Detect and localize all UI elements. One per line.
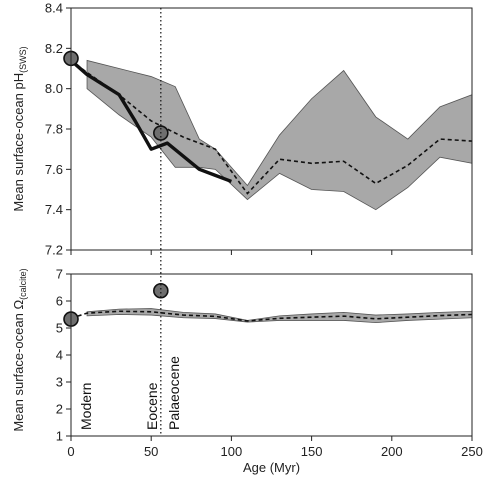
x-tick-label: 150: [301, 444, 323, 459]
y-tick-label: 6: [56, 294, 63, 309]
y-tick-label: 2: [56, 402, 63, 417]
eocene-label: Eocene: [144, 382, 160, 430]
x-axis-label: Age (Myr): [243, 460, 300, 475]
omega-panel: 1 2 3 4 5 6 7 0 50 100 150 200 250 Mean surface-oce…: [11, 267, 483, 476]
ph-dashed-series: [70, 59, 473, 195]
omega-axis-label: Mean surface-ocean Ω(calcite): [11, 268, 28, 431]
ph-axis-label: Mean surface-ocean pH(SWS): [11, 46, 28, 211]
y-tick-label: 5: [56, 321, 63, 336]
y-tick-label: 7.4: [45, 202, 63, 217]
ph-panel: 7.2 7.4 7.6 7.8 8.0 8.2 8.4 Mean surface-ocean…: [11, 1, 473, 258]
ph-solid-series: [69, 59, 232, 184]
y-tick-label: 4: [56, 348, 63, 363]
y-tick-label: 7.2: [45, 243, 63, 258]
y-tick-label: 8.2: [45, 41, 63, 56]
x-tick-label: 250: [461, 444, 483, 459]
x-tick-label: 100: [221, 444, 243, 459]
ph-plot-frame: [70, 7, 473, 251]
y-tick-label: 3: [56, 375, 63, 390]
y-tick-label: 8.4: [45, 1, 63, 16]
y-tick-label: 7.8: [45, 122, 63, 137]
y-tick-label: 1: [56, 429, 63, 444]
y-tick-label: 7: [56, 267, 63, 282]
omega-plot-frame: [70, 273, 473, 437]
omega-uncertainty-band: [86, 308, 473, 324]
data-point: [153, 282, 169, 299]
x-tick-label: 0: [67, 444, 74, 459]
x-tick-label: 200: [381, 444, 403, 459]
y-tick-label: 7.6: [45, 162, 63, 177]
palaeocene-label: Palaeocene: [166, 356, 182, 430]
y-tick-label: 8.0: [45, 81, 63, 96]
modern-label: Modern: [78, 383, 94, 430]
x-tick-label: 50: [144, 444, 158, 459]
